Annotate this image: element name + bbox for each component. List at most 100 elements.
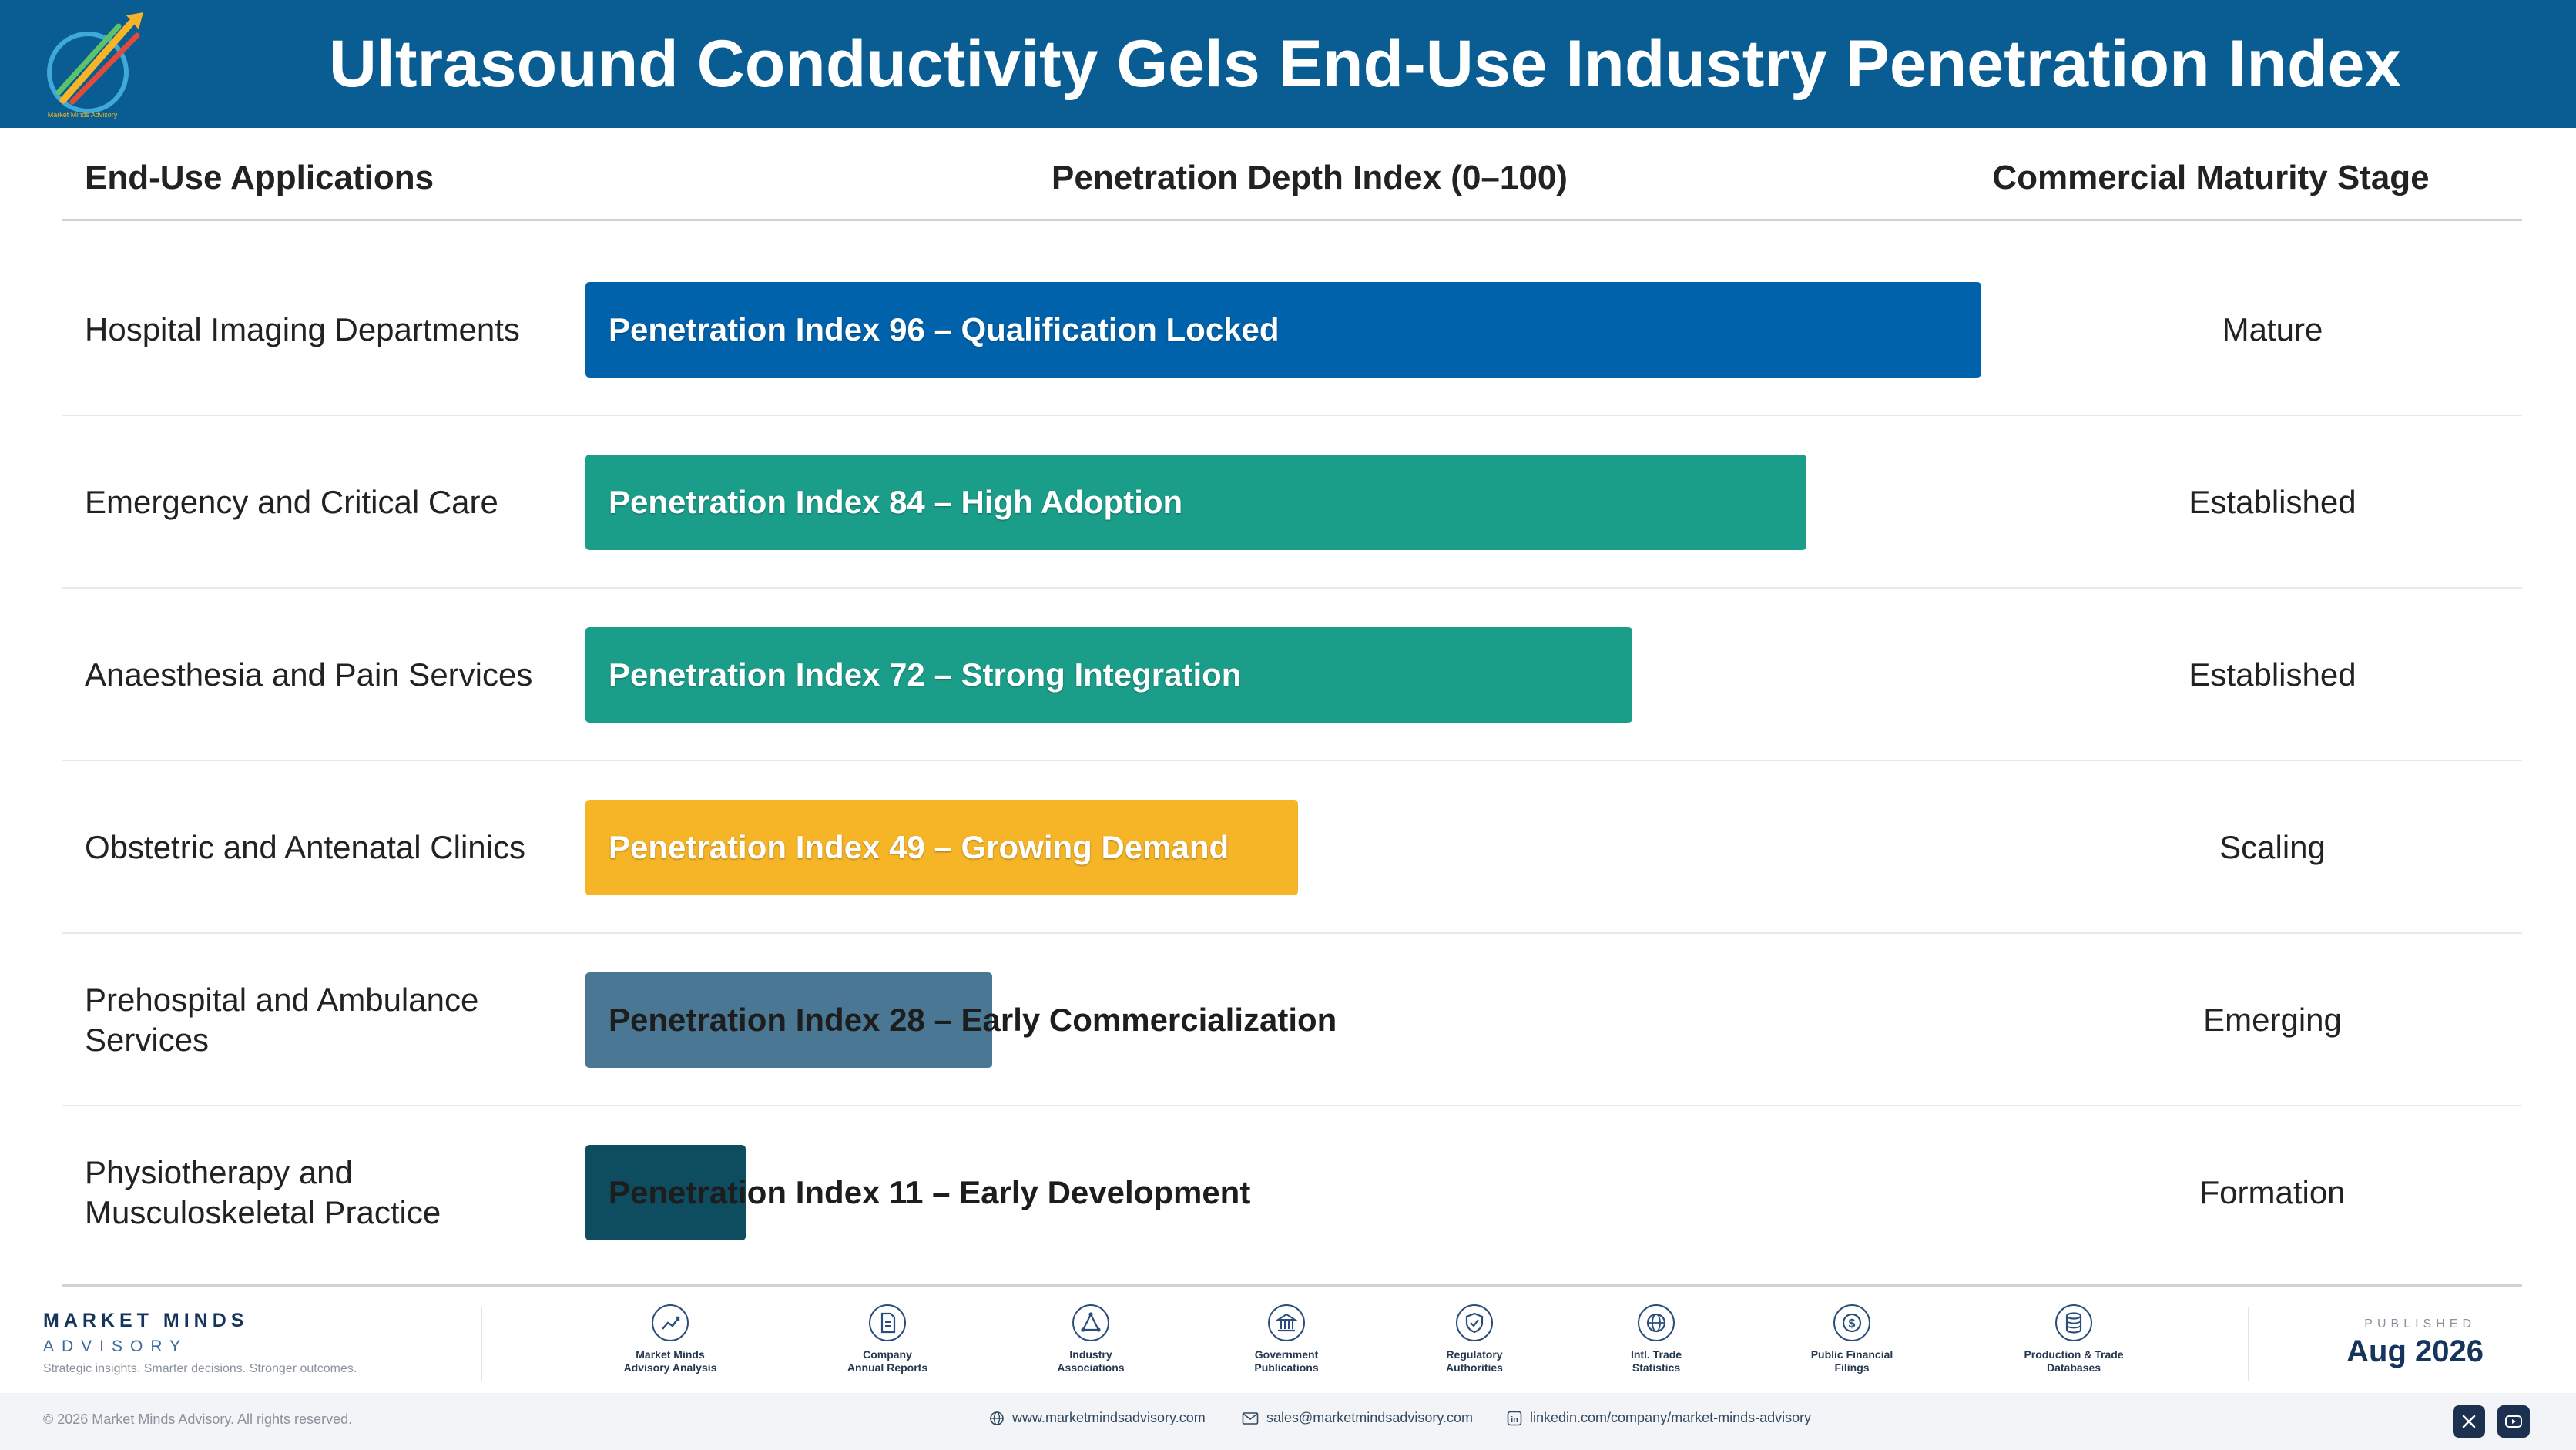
footer-brand-name: MARKET MINDS	[43, 1310, 249, 1331]
source-label-line1: Public Financial	[1810, 1348, 1893, 1361]
source-label-line1: Production & Trade	[2024, 1348, 2124, 1361]
chart-line-icon	[652, 1304, 689, 1341]
footer-tagline: Strategic insights. Smarter decisions. S…	[43, 1362, 357, 1375]
chart-row: Prehospital and Ambulance Services Penetr…	[62, 934, 2522, 1106]
footer: MARKET MINDS ADVISORY Strategic insights…	[0, 1294, 2576, 1450]
source-label: Regulatory Authorities	[1397, 1348, 1551, 1374]
globe-icon	[1638, 1304, 1675, 1341]
category-label: Prehospital and Ambulance Services	[85, 982, 479, 1058]
chart-row: Physiotherapy and Musculoskeletal Practi…	[62, 1106, 2522, 1279]
bar-data-label: Penetration Index 11 – Early Development	[609, 1174, 1251, 1210]
maturity-stage: Established	[2189, 656, 2356, 693]
source-label-line1: Government	[1254, 1348, 1319, 1361]
header-divider	[62, 219, 2522, 221]
maturity-stage: Established	[2189, 484, 2356, 520]
x-logo-icon	[2462, 1415, 2476, 1428]
source-label-line1: Market Minds	[636, 1348, 705, 1361]
chart-row: Hospital Imaging Departments Penetration …	[62, 243, 2522, 416]
copyright-text: © 2026 Market Minds Advisory. All rights…	[43, 1411, 353, 1427]
row-divider	[62, 587, 2522, 589]
column-header-index: Penetration Depth Index (0–100)	[1052, 159, 1568, 196]
column-header-stage: Commercial Maturity Stage	[1992, 159, 2430, 196]
category-label: Anaesthesia and Pain Services	[85, 656, 533, 693]
footer-contact-strip: © 2026 Market Minds Advisory. All rights…	[0, 1393, 2576, 1450]
source-label: Company Annual Reports	[810, 1348, 964, 1374]
email-text: sales@marketmindsadvisory.com	[1266, 1410, 1474, 1425]
source-label-line1: Intl. Trade	[1630, 1348, 1682, 1361]
website-text: www.marketmindsadvisory.com	[1012, 1410, 1206, 1425]
source-label-line1: Company	[863, 1348, 912, 1361]
svg-text:in: in	[1511, 1415, 1518, 1425]
source-item: Regulatory Authorities	[1397, 1304, 1551, 1374]
category-label: Physiotherapy and Musculoskeletal Practi…	[85, 1154, 441, 1230]
source-label: Market Minds Advisory Analysis	[593, 1348, 747, 1374]
network-icon	[1072, 1304, 1109, 1341]
source-label-line1: Regulatory	[1446, 1348, 1503, 1361]
row-divider	[62, 932, 2522, 934]
source-label-line1: Industry	[1069, 1348, 1112, 1361]
penetration-bar	[585, 282, 1981, 378]
source-label-line2: Authorities	[1446, 1361, 1503, 1374]
source-label-line2: Publications	[1254, 1361, 1319, 1374]
youtube-icon	[2505, 1415, 2522, 1428]
maturity-stage: Emerging	[2203, 1002, 2342, 1038]
source-label: Government Publications	[1209, 1348, 1363, 1374]
source-label-line2: Databases	[2046, 1361, 2101, 1374]
source-label: Production & Trade Databases	[1997, 1348, 2151, 1374]
penetration-bar	[585, 455, 1806, 550]
footer-divider	[481, 1307, 482, 1381]
bar-data-label: Penetration Index 72 – Strong Integratio…	[609, 656, 1242, 693]
globe-icon	[990, 1411, 1004, 1425]
maturity-stage: Mature	[2222, 311, 2323, 347]
penetration-bar	[585, 627, 1632, 723]
mail-icon	[1242, 1411, 1259, 1425]
linkedin-text: linkedin.com/company/market-minds-adviso…	[1530, 1410, 1812, 1425]
source-item: Market Minds Advisory Analysis	[593, 1304, 747, 1374]
source-label: Intl. Trade Statistics	[1579, 1348, 1733, 1374]
youtube-social-button[interactable]	[2497, 1405, 2530, 1438]
bar-data-label: Penetration Index 96 – Qualification Loc…	[609, 311, 1280, 347]
source-label-line2: Annual Reports	[847, 1361, 928, 1374]
category-label: Obstetric and Antenatal Clinics	[85, 829, 525, 865]
published-date: Aug 2026	[2346, 1334, 2484, 1368]
svg-text:$: $	[1849, 1317, 1856, 1331]
source-item: Intl. Trade Statistics	[1579, 1304, 1733, 1374]
row-divider	[62, 415, 2522, 416]
penetration-bar	[585, 1145, 746, 1240]
email-link[interactable]: sales@marketmindsadvisory.com	[1242, 1410, 1473, 1426]
footer-divider	[2248, 1307, 2249, 1381]
chart-row: Emergency and Critical Care Penetration I…	[62, 416, 2522, 589]
source-item: $ Public Financial Filings	[1775, 1304, 1929, 1374]
database-icon	[2055, 1304, 2092, 1341]
government-building-icon	[1268, 1304, 1305, 1341]
source-item: Company Annual Reports	[810, 1304, 964, 1374]
penetration-bar	[585, 972, 992, 1068]
row-divider	[62, 1105, 2522, 1106]
svg-text:Market Minds Advisory: Market Minds Advisory	[48, 111, 118, 119]
chart-row: Anaesthesia and Pain Services Penetration…	[62, 589, 2522, 761]
shield-check-icon	[1456, 1304, 1493, 1341]
linkedin-icon: in	[1507, 1411, 1522, 1425]
source-label-line2: Filings	[1834, 1361, 1870, 1374]
category-label: Emergency and Critical Care	[85, 484, 498, 520]
website-link[interactable]: www.marketmindsadvisory.com	[989, 1410, 1206, 1426]
row-divider	[62, 760, 2522, 761]
page-title: Ultrasound Conductivity Gels End-Use Ind…	[328, 26, 2402, 101]
source-label-line2: Statistics	[1632, 1361, 1681, 1374]
linkedin-link[interactable]: in linkedin.com/company/market-minds-adv…	[1507, 1410, 1811, 1426]
category-label: Hospital Imaging Departments	[85, 311, 520, 347]
source-item: Government Publications	[1209, 1304, 1363, 1374]
source-item: Industry Associations	[1014, 1304, 1168, 1374]
logo-icon: Market Minds Advisory	[47, 12, 143, 119]
chart-row: Obstetric and Antenatal Clinics Penetrati…	[62, 761, 2522, 934]
penetration-bar	[585, 800, 1298, 895]
header-banner: Market Minds Advisory Ultrasound Conduct…	[0, 0, 2576, 128]
footer-brand-sub: ADVISORY	[43, 1338, 189, 1355]
published-label: PUBLISHED	[2364, 1317, 2476, 1331]
source-item: Production & Trade Databases	[1997, 1304, 2151, 1374]
document-icon	[869, 1304, 906, 1341]
source-label-line2: Associations	[1057, 1361, 1125, 1374]
source-label-line2: Advisory Analysis	[623, 1361, 717, 1374]
x-social-button[interactable]	[2453, 1405, 2485, 1438]
column-header-application: End-Use Applications	[85, 159, 434, 196]
